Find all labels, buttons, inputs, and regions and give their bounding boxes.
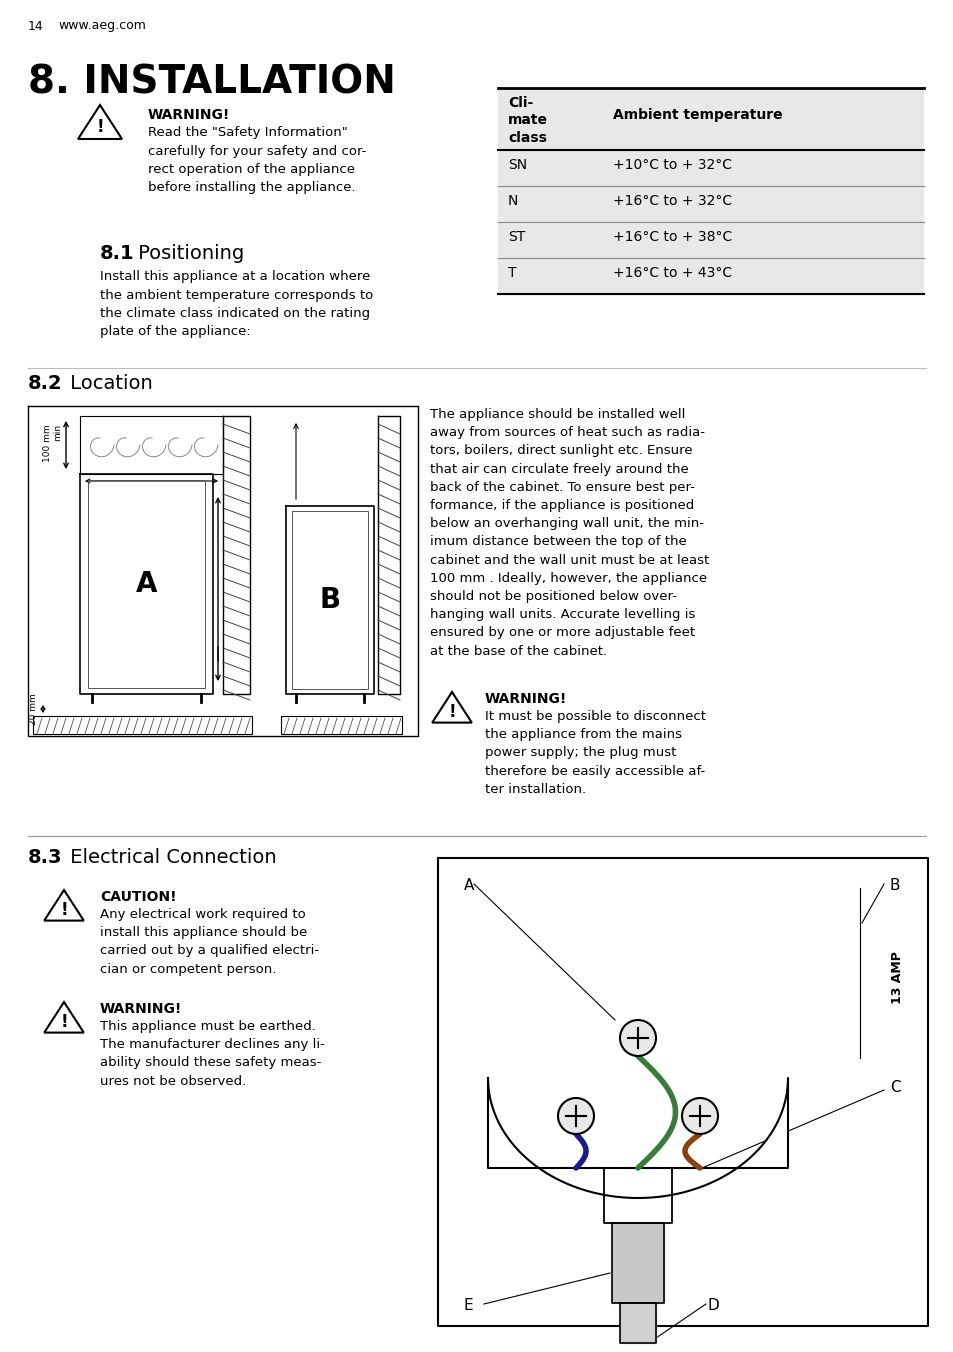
FancyBboxPatch shape bbox=[281, 717, 401, 734]
Text: Any electrical work required to
install this appliance should be
carried out by : Any electrical work required to install … bbox=[100, 909, 319, 976]
Text: 14: 14 bbox=[28, 19, 44, 32]
Text: Electrical Connection: Electrical Connection bbox=[64, 848, 276, 867]
Text: +16°C to + 32°C: +16°C to + 32°C bbox=[613, 193, 731, 208]
Circle shape bbox=[619, 1019, 656, 1056]
Text: A: A bbox=[463, 877, 474, 894]
Text: Ambient temperature: Ambient temperature bbox=[613, 108, 781, 122]
Text: B: B bbox=[889, 877, 900, 894]
Text: T: T bbox=[507, 266, 516, 280]
Text: 13 AMP: 13 AMP bbox=[890, 952, 903, 1005]
Text: N: N bbox=[507, 193, 517, 208]
Text: A: A bbox=[135, 571, 157, 598]
Text: WARNING!: WARNING! bbox=[100, 1002, 182, 1015]
Text: WARNING!: WARNING! bbox=[484, 692, 567, 706]
Text: 8.1: 8.1 bbox=[100, 243, 134, 264]
Circle shape bbox=[681, 1098, 718, 1134]
Text: +16°C to + 43°C: +16°C to + 43°C bbox=[613, 266, 731, 280]
Text: CAUTION!: CAUTION! bbox=[100, 890, 176, 904]
Text: Install this appliance at a location where
the ambient temperature corresponds t: Install this appliance at a location whe… bbox=[100, 270, 373, 338]
Text: Read the "Safety Information"
carefully for your safety and cor-
rect operation : Read the "Safety Information" carefully … bbox=[148, 126, 366, 195]
FancyBboxPatch shape bbox=[33, 717, 252, 734]
Text: Location: Location bbox=[64, 375, 152, 393]
Text: This appliance must be earthed.
The manufacturer declines any li-
ability should: This appliance must be earthed. The manu… bbox=[100, 1019, 325, 1087]
FancyBboxPatch shape bbox=[497, 88, 923, 293]
Text: !: ! bbox=[96, 118, 104, 137]
Text: It must be possible to disconnect
the appliance from the mains
power supply; the: It must be possible to disconnect the ap… bbox=[484, 710, 705, 796]
Text: SN: SN bbox=[507, 158, 527, 172]
Text: D: D bbox=[707, 1298, 719, 1314]
Text: 100 mm
min: 100 mm min bbox=[43, 425, 62, 462]
Text: 20 mm: 20 mm bbox=[29, 694, 38, 725]
Text: B: B bbox=[319, 585, 340, 614]
Text: www.aeg.com: www.aeg.com bbox=[58, 19, 146, 32]
Text: +16°C to + 38°C: +16°C to + 38°C bbox=[613, 230, 732, 243]
Text: ST: ST bbox=[507, 230, 525, 243]
Polygon shape bbox=[619, 1303, 656, 1343]
Text: 8.2: 8.2 bbox=[28, 375, 63, 393]
Text: C: C bbox=[889, 1080, 900, 1095]
Text: !: ! bbox=[448, 703, 456, 721]
Text: !: ! bbox=[60, 1013, 68, 1030]
Text: The appliance should be installed well
away from sources of heat such as radia-
: The appliance should be installed well a… bbox=[430, 408, 708, 657]
Polygon shape bbox=[488, 1078, 787, 1198]
Text: Positioning: Positioning bbox=[132, 243, 244, 264]
Polygon shape bbox=[612, 1224, 663, 1303]
Text: 8. INSTALLATION: 8. INSTALLATION bbox=[28, 64, 395, 101]
Text: E: E bbox=[463, 1298, 473, 1314]
Text: WARNING!: WARNING! bbox=[148, 108, 230, 122]
Circle shape bbox=[558, 1098, 594, 1134]
Text: !: ! bbox=[60, 900, 68, 919]
Text: Cli-
mate
class: Cli- mate class bbox=[507, 96, 547, 145]
Text: 8.3: 8.3 bbox=[28, 848, 63, 867]
Text: +10°C to + 32°C: +10°C to + 32°C bbox=[613, 158, 731, 172]
